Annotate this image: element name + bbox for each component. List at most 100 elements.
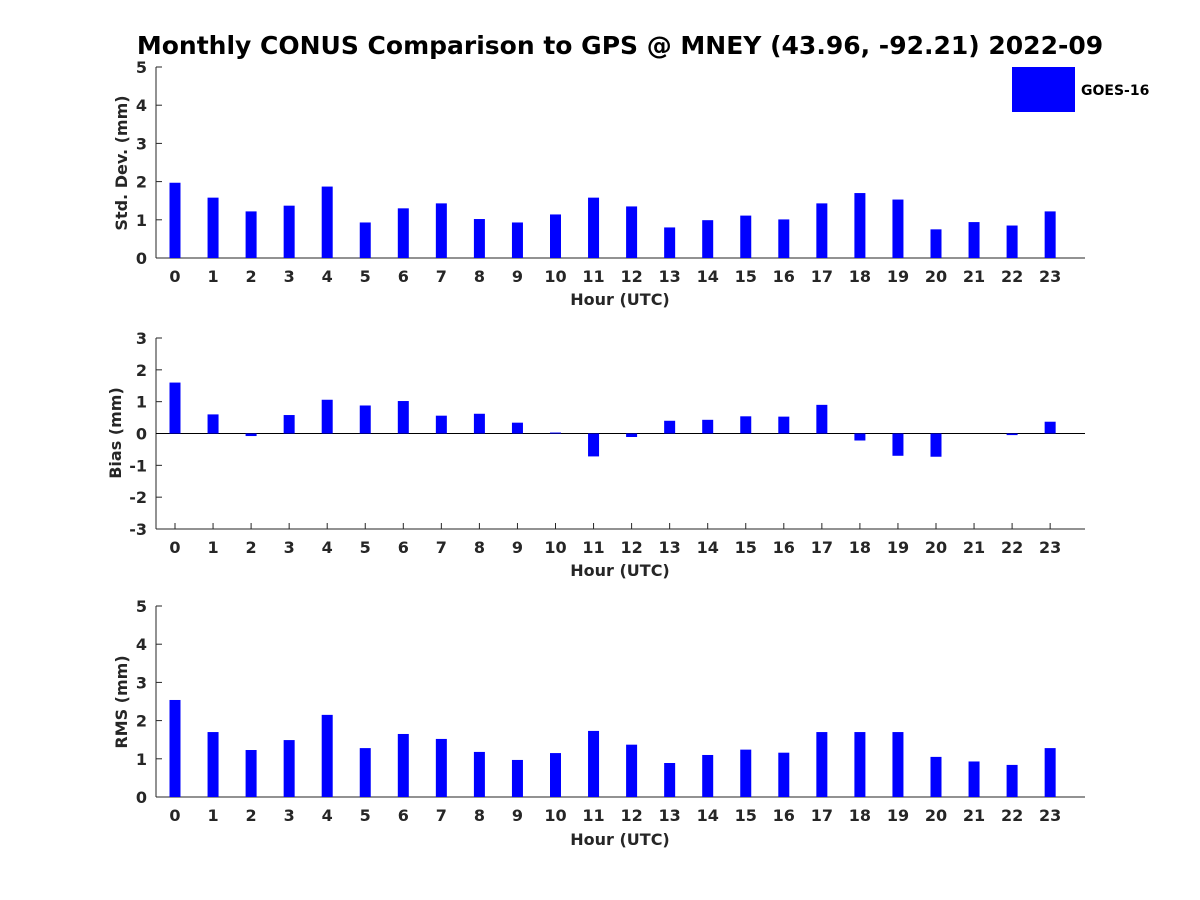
bias-ytick-label: -1 [129, 456, 147, 475]
rms-bar [930, 756, 942, 797]
std-dev-xtick-label: 18 [849, 267, 871, 286]
bias-xtick-label: 4 [322, 538, 333, 557]
bias-xtick-label: 3 [284, 538, 295, 557]
std-dev-xtick-label: 0 [169, 267, 180, 286]
bias-bar [626, 433, 638, 438]
rms-bar [892, 732, 904, 797]
rms-ytick-label: 4 [136, 635, 147, 654]
std-dev-bar [892, 199, 904, 258]
rms-bar [473, 751, 485, 797]
bias-bar [245, 433, 257, 437]
bias-bar [664, 420, 676, 434]
rms-xtick-label: 7 [436, 806, 447, 825]
std-dev-bar [550, 214, 561, 258]
std-dev-xtick-label: 7 [436, 267, 447, 286]
std-dev-xtick-label: 19 [887, 267, 909, 286]
std-dev-ytick-label: 5 [136, 58, 147, 77]
bias-bar [511, 422, 523, 434]
rms-xtick-label: 16 [773, 806, 795, 825]
bias-bar [816, 404, 828, 434]
bias-bar [473, 413, 485, 434]
rms-xlabel: Hour (UTC) [570, 830, 670, 849]
bias-xtick-label: 12 [620, 538, 642, 557]
bias-xtick-label: 8 [474, 538, 485, 557]
rms-ytick-label: 2 [136, 712, 147, 731]
bias-xtick-label: 19 [887, 538, 909, 557]
std-dev-ytick-label: 3 [136, 134, 147, 153]
legend-label-goes-16: GOES-16 [1081, 83, 1149, 99]
bias-bar [892, 433, 904, 456]
rms-xtick-label: 11 [582, 806, 604, 825]
std-dev-bar [626, 206, 638, 258]
bias-ytick-label: 3 [136, 329, 147, 348]
rms-bar [854, 732, 866, 797]
rms-bar [169, 699, 181, 797]
rms-xtick-label: 5 [360, 806, 371, 825]
rms-xtick-label: 13 [659, 806, 681, 825]
bias-xtick-label: 0 [169, 538, 180, 557]
bias-bar [930, 433, 942, 457]
bias-xtick-label: 22 [1001, 538, 1023, 557]
rms-bar [321, 714, 333, 797]
rms-xtick-label: 1 [207, 806, 218, 825]
std-dev-bar [321, 186, 333, 258]
bias-bar [283, 415, 295, 434]
std-dev-xtick-label: 4 [322, 267, 333, 286]
std-dev-xtick-label: 21 [963, 267, 985, 286]
std-dev-bar [968, 222, 980, 258]
bias-ytick-label: -3 [129, 520, 147, 539]
rms-xtick-label: 18 [849, 806, 871, 825]
std-dev-xtick-label: 22 [1001, 267, 1023, 286]
rms-xtick-label: 0 [169, 806, 180, 825]
std-dev-bar [816, 203, 828, 258]
rms-bar [435, 738, 447, 797]
rms-xtick-label: 19 [887, 806, 909, 825]
std-dev-xtick-label: 5 [360, 267, 371, 286]
std-dev-bar [588, 197, 600, 258]
chart-title: Monthly CONUS Comparison to GPS @ MNEY (… [137, 31, 1103, 60]
std-dev-xtick-label: 2 [246, 267, 257, 286]
std-dev-bar [511, 222, 523, 258]
std-dev-xtick-label: 14 [697, 267, 719, 286]
rms-bar [816, 732, 828, 797]
rms-xtick-label: 2 [246, 806, 257, 825]
rms-xtick-label: 12 [620, 806, 642, 825]
bias-bar [854, 433, 866, 441]
rms-bar [588, 730, 600, 797]
bias-xtick-label: 5 [360, 538, 371, 557]
rms-xtick-label: 3 [284, 806, 295, 825]
std-dev-bar [1006, 225, 1018, 258]
rms-xtick-label: 4 [322, 806, 333, 825]
bias-ytick-label: 2 [136, 361, 147, 380]
rms-ytick-label: 5 [136, 597, 147, 616]
rms-bar [283, 740, 295, 797]
std-dev-xtick-label: 8 [474, 267, 485, 286]
rms-bar [397, 733, 409, 797]
std-dev-xtick-label: 15 [735, 267, 757, 286]
std-dev-xtick-label: 11 [582, 267, 604, 286]
bias-xtick-label: 6 [398, 538, 409, 557]
std-dev-xtick-label: 23 [1039, 267, 1061, 286]
std-dev-xtick-label: 16 [773, 267, 795, 286]
std-dev-xtick-label: 10 [544, 267, 566, 286]
std-dev-bar [930, 229, 942, 258]
std-dev-xtick-label: 20 [925, 267, 947, 286]
bias-bar [778, 416, 790, 434]
bias-bar [207, 414, 219, 434]
std-dev-xtick-label: 13 [659, 267, 681, 286]
rms-bar [702, 754, 714, 797]
rms-bar [1006, 764, 1018, 797]
std-dev-bar [397, 208, 409, 258]
bias-xtick-label: 1 [207, 538, 218, 557]
rms-xtick-label: 14 [697, 806, 719, 825]
std-dev-bar [702, 220, 714, 258]
rms-bar [359, 748, 371, 797]
bias-bar [321, 399, 333, 434]
rms-xtick-label: 22 [1001, 806, 1023, 825]
rms-bar [626, 744, 638, 797]
bias-bar [435, 415, 447, 434]
rms-xtick-label: 6 [398, 806, 409, 825]
